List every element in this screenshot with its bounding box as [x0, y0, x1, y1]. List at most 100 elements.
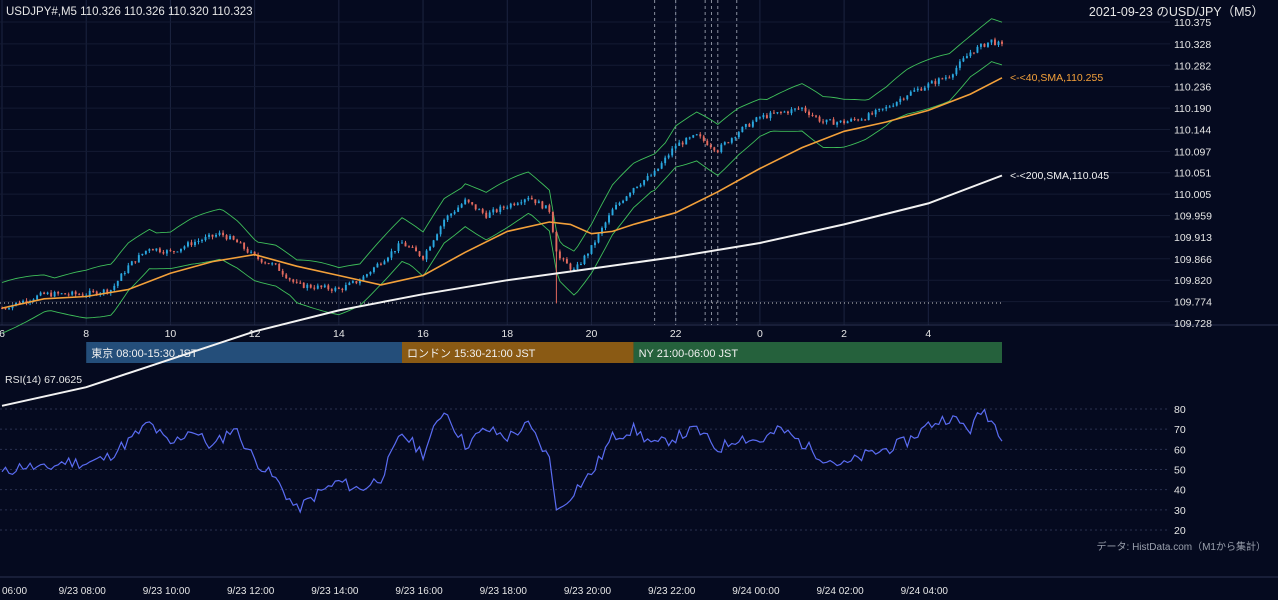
candle-body — [478, 209, 481, 211]
candle-body — [801, 107, 803, 109]
candle-body — [558, 251, 561, 259]
candle-body — [979, 43, 982, 47]
candle-body — [706, 140, 709, 146]
candle-body — [902, 98, 905, 100]
candle-body — [990, 39, 993, 43]
candle-body — [934, 81, 937, 84]
candle-body — [987, 42, 989, 47]
rsi-tick-label: 30 — [1174, 505, 1186, 517]
candle-body — [408, 246, 410, 248]
candle-body — [422, 256, 425, 260]
date-tick-label: 9/23 08:00 — [59, 586, 107, 597]
candle-body — [843, 120, 846, 124]
candle-body — [471, 202, 474, 205]
candle-body — [702, 136, 705, 141]
candle-body — [102, 289, 105, 294]
candle-body — [923, 87, 926, 91]
candle-body — [481, 209, 484, 213]
price-tick-label: 110.236 — [1174, 82, 1211, 94]
candle-body — [460, 204, 463, 208]
candle-body — [394, 251, 396, 253]
candle-body — [976, 46, 979, 53]
sma40-line — [1, 77, 1003, 309]
candle-body — [1001, 41, 1003, 44]
candle-body — [208, 234, 210, 237]
session-label: 東京 08:00-15:30 JST — [91, 346, 198, 360]
date-tick-label: 9/23 18:00 — [480, 586, 528, 597]
candle-body — [229, 235, 232, 240]
axis-ticks: 110.375 110.328 110.282 110.236 110.190 110.1… — [0, 17, 1212, 597]
candle-body — [629, 192, 632, 197]
candle-body — [415, 247, 417, 252]
candle-body — [397, 243, 400, 252]
candle-body — [920, 88, 923, 91]
candle-body — [488, 212, 491, 218]
candle-body — [32, 299, 35, 301]
price-tick-label: 109.820 — [1174, 275, 1212, 287]
candle-body — [313, 287, 316, 289]
candle-body — [899, 98, 902, 102]
candle-body — [365, 274, 368, 277]
date-tick-label: 9/23 12:00 — [227, 586, 275, 597]
candle-body — [351, 281, 354, 283]
candle-body — [137, 255, 140, 263]
candle-body — [569, 263, 572, 270]
candle-body — [534, 199, 537, 204]
price-tick-label: 109.913 — [1174, 232, 1212, 244]
rsi-line — [1, 408, 1003, 514]
candle-body — [43, 292, 46, 294]
rsi-tick-label: 50 — [1174, 465, 1186, 477]
candle-body — [667, 155, 670, 158]
candle-body — [811, 114, 814, 116]
candle-body — [516, 203, 519, 205]
candle-body — [57, 292, 60, 294]
candle-body — [787, 111, 789, 114]
candle-body — [783, 111, 786, 113]
candle-body — [853, 118, 856, 120]
candle-body — [916, 88, 919, 91]
candle-body — [730, 138, 733, 143]
candle-body — [790, 109, 793, 114]
candle-body — [204, 236, 207, 241]
candle-body — [685, 137, 688, 145]
hour-tick-label: 4 — [925, 328, 931, 340]
candle-body — [555, 231, 558, 252]
candle-body — [372, 267, 375, 272]
candle-body — [709, 145, 712, 148]
candle-body — [330, 289, 333, 291]
candle-body — [583, 255, 586, 264]
candle-body — [60, 293, 63, 295]
candle-body — [530, 197, 533, 200]
candle-body — [832, 119, 835, 125]
candle-body — [22, 300, 25, 304]
candle-body — [948, 77, 951, 79]
candle-body — [387, 257, 389, 262]
candle-body — [418, 251, 421, 257]
candle-body — [751, 121, 754, 127]
price-tick-label: 110.005 — [1174, 189, 1211, 201]
candle-body — [499, 206, 502, 212]
grid-lines — [0, 0, 1278, 578]
bollinger-bands — [1, 18, 1003, 334]
candle-body — [376, 263, 379, 268]
candle-body — [278, 264, 281, 271]
candle-body — [127, 265, 130, 274]
candle-body — [432, 240, 435, 247]
price-tick-label: 110.051 — [1174, 168, 1211, 180]
candle-body — [320, 285, 323, 288]
candle-body — [450, 213, 453, 216]
candle-body — [829, 119, 832, 121]
candle-body — [572, 268, 575, 270]
date-tick-label: 06:00 — [2, 586, 27, 597]
candle-body — [211, 234, 214, 237]
candle-body — [692, 135, 695, 138]
candle-body — [95, 291, 98, 295]
candle-body — [436, 234, 439, 241]
candle-body — [509, 203, 512, 208]
candle-body — [590, 245, 593, 254]
candle-body — [681, 142, 684, 145]
candle-body — [179, 248, 182, 252]
session-label: ロンドン 15:30-21:00 JST — [407, 348, 536, 360]
candle-body — [92, 290, 95, 292]
